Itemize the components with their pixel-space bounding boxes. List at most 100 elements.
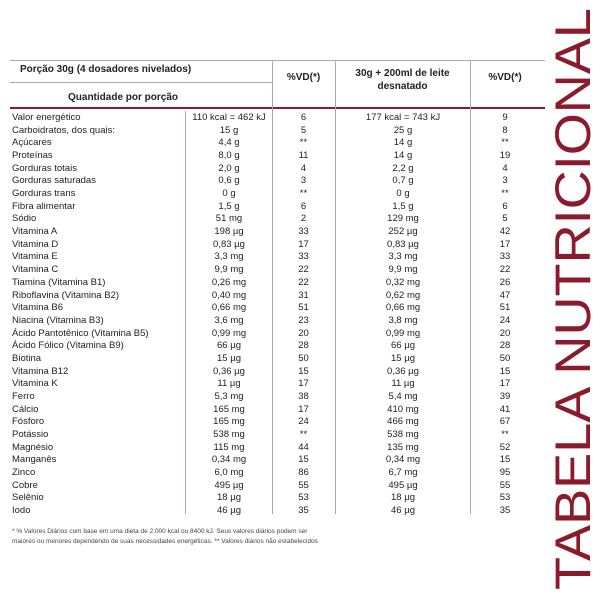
daily-value: ** bbox=[299, 137, 308, 149]
amount: 0,40 mg bbox=[211, 289, 247, 301]
amount: 18 µg bbox=[217, 492, 241, 504]
nutrient: Vitamina D bbox=[12, 238, 59, 250]
amount: 46 µg bbox=[217, 505, 241, 517]
nutrient: Gorduras saturadas bbox=[12, 175, 96, 187]
amount: 0,6 g bbox=[218, 175, 240, 187]
daily-value: 4 bbox=[300, 162, 307, 174]
daily-value: 42 bbox=[499, 226, 511, 238]
daily-value: 52 bbox=[499, 441, 511, 453]
amount: 0,26 mg bbox=[211, 276, 247, 288]
daily-value: 17 bbox=[298, 378, 309, 390]
amount: 8,0 g bbox=[218, 150, 240, 162]
amount: 135 mg bbox=[387, 441, 419, 453]
daily-value: 26 bbox=[499, 276, 511, 288]
nutrient: Vitamina A bbox=[12, 226, 58, 238]
rule bbox=[272, 60, 273, 514]
nutrient: Carboidratos, dos quais: bbox=[12, 124, 115, 136]
side-title: TABELA NUTRICIONAL bbox=[550, 8, 596, 590]
daily-value: 39 bbox=[499, 390, 511, 402]
daily-value: 44 bbox=[298, 441, 309, 453]
amount: 15 g bbox=[219, 124, 239, 136]
amount: 0,66 mg bbox=[385, 302, 421, 314]
nutrient: Magnésio bbox=[12, 441, 54, 453]
daily-value: 4 bbox=[502, 162, 508, 174]
daily-value: 17 bbox=[298, 403, 309, 415]
amount: 15 µg bbox=[391, 352, 415, 364]
daily-value: 22 bbox=[298, 276, 309, 288]
amount: 9,9 mg bbox=[214, 264, 244, 276]
amount: 466 mg bbox=[387, 416, 419, 428]
amount: 410 mg bbox=[387, 403, 419, 415]
daily-value: 17 bbox=[499, 378, 511, 390]
daily-value: 5 bbox=[502, 213, 508, 225]
nutrient: Proteínas bbox=[12, 150, 53, 162]
amount: 51 mg bbox=[215, 213, 243, 225]
rule bbox=[10, 60, 545, 61]
amount: 0,36 µg bbox=[213, 365, 245, 377]
amount: 11 µg bbox=[391, 378, 415, 390]
quantity: Quantidade por porção bbox=[68, 92, 179, 103]
nutrient: Vitamina E bbox=[12, 251, 58, 263]
amount: 0,66 mg bbox=[211, 302, 247, 314]
daily-value: 11 bbox=[298, 150, 309, 162]
nutrient: Biotina bbox=[12, 352, 42, 364]
amount: 0 g bbox=[222, 188, 236, 200]
daily-value: 55 bbox=[499, 479, 511, 491]
nutrient: Niacina (Vitamina B3) bbox=[12, 314, 104, 326]
nutrient: Zinco bbox=[12, 467, 36, 479]
daily-value: 33 bbox=[298, 226, 309, 238]
amount: 0,99 mg bbox=[385, 327, 421, 339]
amount: 538 mg bbox=[213, 429, 245, 440]
amount: 538 mg bbox=[387, 429, 419, 440]
column-header: %VD(*) bbox=[286, 72, 321, 83]
daily-value: 15 bbox=[298, 365, 309, 377]
nutrient: Potássio bbox=[12, 429, 49, 440]
amount: 0,62 mg bbox=[385, 289, 421, 301]
daily-value: 41 bbox=[499, 403, 511, 415]
daily-value: ** bbox=[299, 188, 308, 200]
daily-value: 19 bbox=[499, 150, 511, 162]
amount: 5,4 mg bbox=[388, 390, 418, 402]
amount: 1,5 g bbox=[218, 200, 240, 212]
daily-value: 20 bbox=[499, 327, 511, 339]
amount: 6,0 mg bbox=[214, 467, 244, 479]
amount: 0,83 µg bbox=[213, 238, 245, 250]
amount: 0,36 µg bbox=[387, 365, 419, 377]
amount: 0,7 g bbox=[392, 175, 414, 187]
amount: 252 µg bbox=[388, 226, 418, 238]
daily-value: 35 bbox=[499, 505, 511, 517]
daily-value: ** bbox=[501, 429, 509, 440]
footnote: * % Valores Diários com base em uma diet… bbox=[12, 528, 308, 535]
daily-value: 22 bbox=[298, 264, 309, 276]
daily-value: 31 bbox=[298, 289, 309, 301]
nutrient: Fósforo bbox=[12, 416, 45, 428]
amount: 3,6 mg bbox=[214, 314, 244, 326]
daily-value: 23 bbox=[298, 314, 309, 326]
rule bbox=[10, 82, 272, 83]
nutrient: Sódio bbox=[12, 213, 37, 225]
rule bbox=[335, 60, 336, 514]
nutrient: Fibra alimentar bbox=[12, 200, 76, 212]
nutrient: Manganês bbox=[12, 454, 57, 466]
amount: 0,99 mg bbox=[211, 327, 247, 339]
nutrient: Cálcio bbox=[12, 403, 39, 415]
amount: 66 µg bbox=[391, 340, 415, 352]
amount: 3,8 mg bbox=[388, 314, 418, 326]
nutrient: Cobre bbox=[12, 479, 38, 491]
amount: 14 g bbox=[393, 150, 413, 162]
amount: 0,34 mg bbox=[385, 454, 421, 466]
daily-value: 35 bbox=[298, 505, 309, 517]
side-title-box: TABELA NUTRICIONAL bbox=[550, 8, 596, 590]
daily-value: 15 bbox=[499, 365, 511, 377]
amount: 11 µg bbox=[217, 378, 241, 390]
nutrient: Vitamina C bbox=[12, 264, 59, 276]
amount: 1,5 g bbox=[392, 200, 414, 212]
amount: 129 mg bbox=[387, 213, 419, 225]
amount: 4,4 g bbox=[218, 137, 240, 149]
daily-value: 33 bbox=[298, 251, 309, 263]
daily-value: 53 bbox=[499, 492, 511, 504]
nutrient: Iodo bbox=[12, 505, 31, 517]
nutrient: Ácido Pantotênico (Vitamina B5) bbox=[12, 327, 149, 339]
amount: 115 mg bbox=[213, 441, 245, 453]
